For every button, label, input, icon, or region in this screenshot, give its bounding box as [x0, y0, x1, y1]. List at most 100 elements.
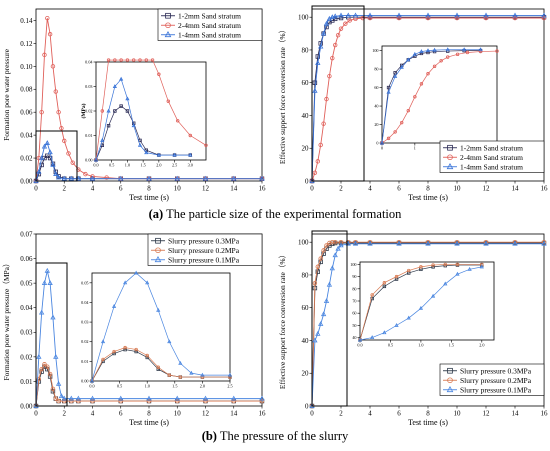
- a-left-inset-data-point: [119, 58, 123, 62]
- a-left-inset-x-tick-label: 1.0: [125, 163, 130, 168]
- a-left-inset-y-tick-label: 0.02: [85, 108, 92, 113]
- b-left-data-point: [36, 353, 42, 359]
- a-right-y-tick-label: 60: [302, 79, 310, 87]
- b-left-inset-y-tick-label: 0.03: [81, 320, 88, 325]
- a-right-inset-data-point: [386, 89, 391, 94]
- a-left-y-tick-label: 0.02: [20, 155, 33, 163]
- b-left-data-point: [75, 395, 82, 401]
- a-right-data-point: [338, 12, 344, 18]
- b-left-inset-data-point: [156, 365, 160, 369]
- b-right-y-axis-label: Effective support force conversion rate（…: [278, 251, 287, 389]
- b-right-inset-data-point: [394, 322, 399, 327]
- a-right-inset-y-tick-label: 80: [374, 67, 378, 72]
- b-left-inset-data-point: [227, 372, 233, 377]
- b-left-data-point: [56, 398, 61, 404]
- a-right-inset-data-point: [455, 52, 460, 57]
- a-right-data-point: [396, 15, 402, 21]
- b-left-x-tick-label: 14: [230, 410, 238, 418]
- a-right-legend-marker: [446, 163, 454, 170]
- a-right-y-axis-label: Effective support force conversion rate（…: [278, 26, 287, 164]
- b-left-data-point: [50, 314, 56, 320]
- b-left-legend-marker: [155, 247, 161, 254]
- a-right-data-point: [335, 33, 341, 38]
- b-right-inset-data-point: [455, 271, 460, 276]
- a-left-x-tick-label: 16: [259, 185, 267, 193]
- b-right-legend-label: Slurry pressure 0.2MPa: [460, 376, 532, 385]
- b-right-inset-data-point: [467, 266, 472, 271]
- b-left-legend-label: Slurry pressure 0.2MPa: [168, 246, 240, 255]
- b-left-legend-label: Slurry pressure 0.3MPa: [168, 236, 240, 245]
- a-right-x-tick-label: 0: [310, 185, 314, 193]
- b-right-legend-marker: [447, 377, 453, 384]
- a-left-data-point: [104, 175, 109, 180]
- a-left-y-tick-label: 0.12: [20, 40, 33, 48]
- b-right-inset-y-tick-label: 70: [352, 298, 356, 303]
- b-left-data-point: [76, 398, 81, 404]
- b-right-x-tick-label: 14: [512, 410, 520, 418]
- a-right-series-line-2: [311, 17, 544, 182]
- b-left-inset-data-point: [123, 347, 127, 352]
- a-right-data-point: [312, 170, 318, 176]
- a-right-x-tick-label: 4: [368, 185, 372, 193]
- b-right-inset-x-tick-label: 1.0: [418, 343, 423, 348]
- a-left-inset-data-point: [137, 142, 143, 147]
- b-left-inset-y-tick-label: 0.04: [81, 300, 89, 305]
- a-right-inset-x-tick-label: 0: [381, 146, 383, 151]
- b-left-y-tick-label: 0.03: [20, 329, 33, 337]
- a-right-inset-data-point: [426, 72, 430, 76]
- b-left-data-point: [38, 309, 45, 315]
- a-right-inset: 0123020406080100: [372, 45, 499, 151]
- b-left-data-point: [174, 395, 180, 401]
- b-right-data-point: [329, 265, 335, 271]
- a-left-y-tick-label: 0.10: [20, 63, 33, 71]
- b-left-data-point: [146, 395, 152, 401]
- b-left-inset-data-point: [167, 373, 171, 377]
- b-left-inset-y-tick-label: 0.05: [81, 280, 88, 285]
- b-left-inset-data-point: [123, 280, 128, 285]
- a-left-data-point: [39, 109, 44, 115]
- b-right-inset-series-line-3: [359, 266, 482, 341]
- b-right-inset-data-point: [455, 262, 460, 267]
- b-right-inset-data-point: [419, 265, 423, 269]
- a-right-legend-label: 2-4mm Sand stratum: [460, 153, 523, 162]
- b-right-y-tick-label: 60: [302, 304, 310, 312]
- b-left-data-point: [69, 398, 74, 404]
- a-left-x-tick-label: 4: [91, 185, 95, 193]
- b-left-y-tick-label: 0.00: [20, 402, 33, 410]
- a-left-inset-data-point: [100, 109, 104, 113]
- a-right-inset-data-point: [445, 47, 450, 52]
- a-left-y-tick-label: 0.00: [20, 177, 33, 185]
- a-left-data-point: [174, 175, 180, 181]
- a-left-data-point: [47, 149, 53, 155]
- b-left-inset-x-tick-label: 2.0: [200, 384, 205, 389]
- b-right-x-axis-label: Test time (s): [408, 418, 448, 427]
- b-right-data-point: [324, 243, 329, 248]
- b-right-inset-data-point: [431, 265, 435, 269]
- a-left-data-point: [38, 155, 45, 160]
- a-right-data-point: [312, 80, 318, 85]
- b-left-inset-data-point: [145, 280, 150, 285]
- a-left-inset-data-point: [144, 150, 149, 155]
- a-left-x-axis-label: Test time (s): [129, 193, 169, 202]
- a-right-inset-series-line-1: [381, 50, 481, 144]
- a-left-inset-data-point: [119, 104, 123, 108]
- caption-a-text: The particle size of the experimental fo…: [163, 207, 402, 221]
- b-right-data-point: [321, 248, 326, 253]
- a-left-inset-y-tick-label: 0.00: [85, 157, 92, 162]
- a-left-legend-marker: [165, 12, 171, 19]
- b-left-x-tick-label: 12: [202, 410, 210, 418]
- a-right-data-point: [318, 142, 323, 148]
- a-right-zoom-box: [311, 5, 365, 182]
- a-left-inset-data-point: [157, 72, 161, 76]
- a-right-data-point: [396, 12, 402, 18]
- a-right-inset-data-point: [419, 49, 424, 53]
- b-left-inset-data-point: [156, 367, 160, 371]
- a-right-data-point: [425, 12, 431, 18]
- b-right-x-tick-label: 4: [368, 410, 372, 418]
- b-right-data-point: [323, 298, 330, 304]
- b-left-x-tick-label: 16: [259, 410, 267, 418]
- b-left-data-point: [53, 396, 58, 401]
